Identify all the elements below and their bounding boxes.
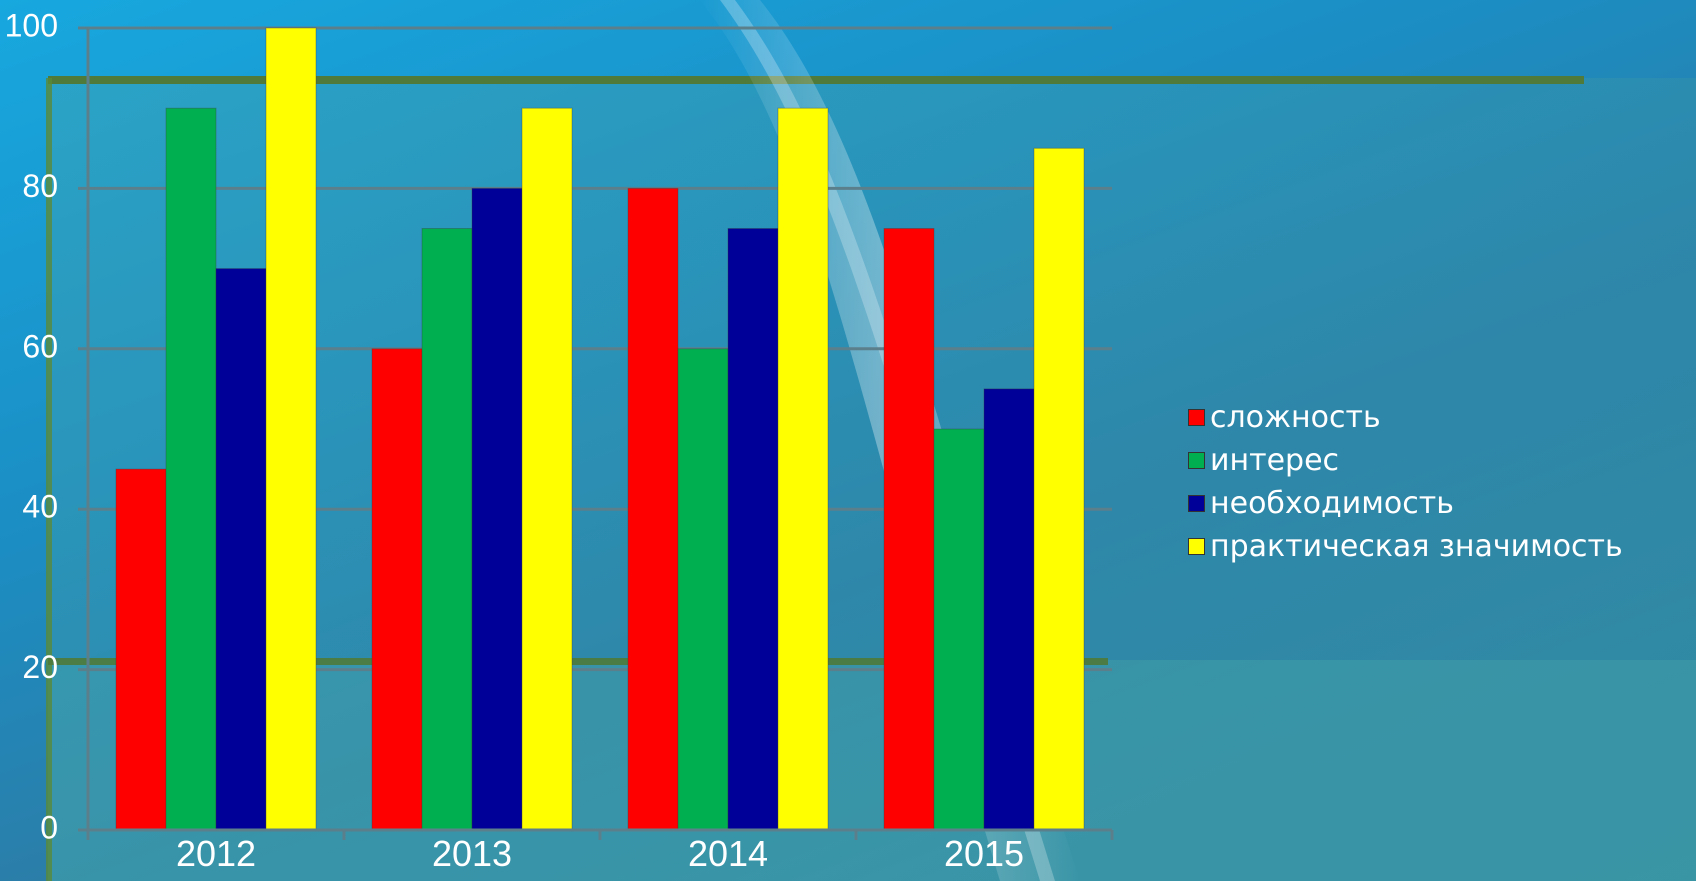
bar-2015-series-0 [883,228,935,831]
y-tick-label: 0 [40,809,58,845]
y-tick-label: 60 [22,328,58,364]
x-tick-label: 2013 [432,833,512,874]
background-panel [48,78,1696,881]
y-tick-label: 40 [22,489,58,525]
legend-label: сложность [1210,400,1381,435]
legend-swatch [1188,452,1205,469]
y-tick-label: 80 [22,168,58,204]
bar-2015-series-2 [983,388,1035,831]
bar-2013-series-2 [471,187,523,831]
background-panel-lower [48,660,1696,881]
bar-2012-series-1 [165,107,217,831]
bar-2014-series-2 [727,228,779,831]
y-tick-label: 100 [5,7,58,43]
decorative-rule-middle [48,658,1108,665]
legend-swatch [1188,538,1205,555]
bar-2012-series-2 [215,268,267,831]
legend: сложность интерес необходимость практическа… [1188,396,1623,568]
bar-2013-series-0 [371,348,423,831]
legend-item: интерес [1188,439,1623,482]
bar-2012-series-0 [115,468,167,831]
x-axis-tick-labels: 2012 2013 2014 2015 [176,833,1024,874]
legend-swatch [1188,409,1205,426]
decorative-rule-top [48,76,1584,84]
decorative-rule-left [46,78,52,881]
bar-2014-series-3 [777,107,829,831]
legend-item: практическая значимость [1188,525,1623,568]
bar-2015-series-3 [1033,147,1085,831]
legend-item: сложность [1188,396,1623,439]
legend-label: интерес [1210,443,1340,478]
bars [115,27,1085,831]
x-tick-label: 2012 [176,833,256,874]
bar-2013-series-3 [521,107,573,831]
legend-label: необходимость [1210,486,1454,521]
bar-2013-series-1 [421,228,473,831]
bar-2014-series-0 [627,187,679,831]
bar-2014-series-1 [677,348,729,831]
x-tick-label: 2015 [944,833,1024,874]
legend-item: необходимость [1188,482,1623,525]
axes [78,28,1114,840]
y-axis-tick-labels: 0 20 40 60 80 100 [5,7,58,845]
legend-label: практическая значимость [1210,529,1623,564]
y-tick-label: 20 [22,649,58,685]
x-tick-label: 2014 [688,833,768,874]
bar-2012-series-3 [265,27,317,831]
bar-2015-series-1 [933,428,985,831]
legend-swatch [1188,495,1205,512]
